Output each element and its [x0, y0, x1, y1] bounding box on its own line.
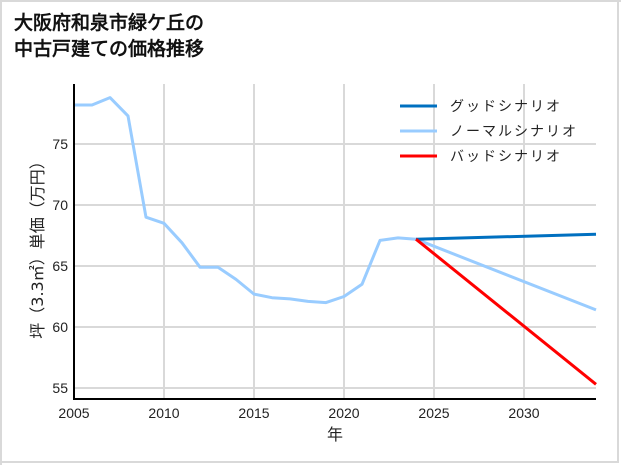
series-lines	[74, 96, 597, 386]
x-axis-label: 年	[327, 425, 343, 444]
series-line	[415, 238, 597, 386]
y-tick-label: 75	[52, 136, 68, 152]
y-axis-label: 坪（3.3㎡）単価（万円）	[28, 153, 47, 338]
legend-label: ノーマルシナリオ	[450, 124, 578, 140]
legend-label: バッドシナリオ	[450, 149, 562, 165]
x-tick-label: 2015	[238, 405, 269, 421]
x-tick-label: 2010	[148, 405, 179, 421]
grid-lines	[74, 84, 596, 399]
x-tick-labels: 2005 2010 2015 2020 2025 2030	[58, 405, 539, 421]
chart-title: 大阪府和泉市緑ケ丘の 中古戸建ての価格推移	[14, 10, 204, 62]
x-tick-label: 2030	[508, 405, 539, 421]
y-tick-label: 65	[52, 258, 68, 274]
y-tick-label: 60	[52, 319, 68, 335]
chart-title-line2: 中古戸建ての価格推移	[14, 38, 205, 60]
y-tick-label: 70	[52, 197, 68, 213]
legend-label: グッドシナリオ	[450, 99, 562, 115]
y-tick-labels: 55 60 65 70 75	[52, 136, 68, 396]
x-tick-label: 2005	[58, 405, 89, 421]
x-tick-label: 2020	[328, 405, 359, 421]
series-line	[74, 96, 597, 312]
frame-border-left	[0, 0, 2, 465]
axes	[73, 84, 596, 400]
frame-border-top	[0, 0, 621, 2]
y-tick-label: 55	[52, 380, 68, 396]
chart-title-line1: 大阪府和泉市緑ケ丘の	[14, 12, 205, 34]
series-line	[415, 232, 597, 241]
x-tick-label: 2025	[418, 405, 449, 421]
